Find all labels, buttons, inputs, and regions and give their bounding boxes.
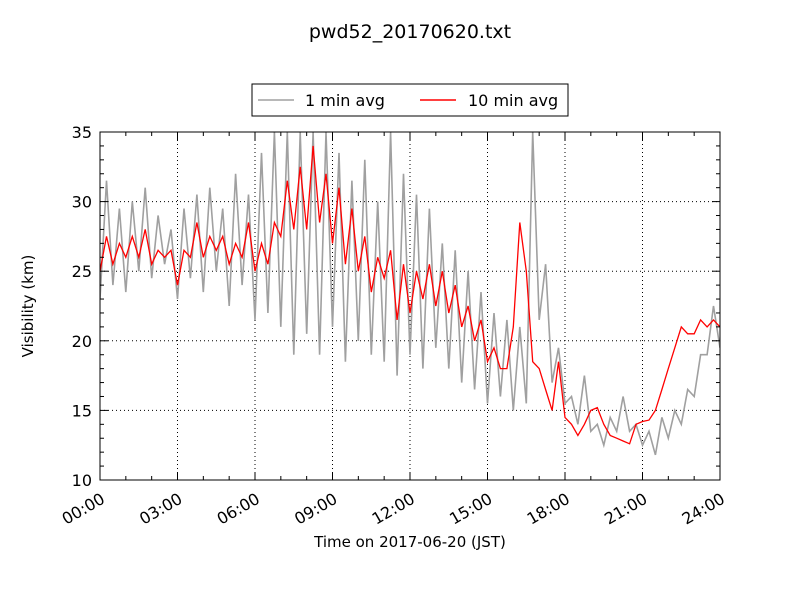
y-tick-label: 35 [72, 123, 92, 142]
x-tick-label: 24:00 [679, 489, 728, 529]
series-line-10min [100, 145, 720, 445]
legend: 1 min avg 10 min avg [251, 83, 569, 117]
series-line-1min [100, 132, 720, 456]
x-tick-label: 15:00 [446, 489, 495, 529]
grid-lines [99, 131, 721, 481]
x-tick-label: 21:00 [601, 489, 650, 529]
x-tick-label: 00:00 [59, 489, 108, 529]
y-tick-label: 20 [72, 332, 92, 351]
legend-label-10min: 10 min avg [468, 91, 558, 110]
x-tick-label: 03:00 [136, 489, 185, 529]
axis-ticks [99, 131, 721, 481]
x-tick-label: 18:00 [524, 489, 573, 529]
legend-box [251, 83, 569, 117]
y-tick-label: 30 [72, 193, 92, 212]
x-tick-labels: 00:00 03:00 06:00 09:00 12:00 15:00 18:00 21:00… [59, 489, 728, 529]
x-tick-label: 06:00 [214, 489, 263, 529]
y-tick-label: 15 [72, 401, 92, 420]
y-tick-label: 25 [72, 262, 92, 281]
legend-label-1min: 1 min avg [305, 91, 385, 110]
x-axis-label: Time on 2017-06-20 (JST) [313, 533, 506, 551]
x-tick-label: 09:00 [291, 489, 340, 529]
y-axis-label: Visibility (km) [19, 255, 37, 358]
chart-title: pwd52_20170620.txt [309, 21, 511, 43]
y-tick-labels: 10 15 20 25 30 35 [72, 123, 92, 490]
y-tick-label: 10 [72, 471, 92, 490]
x-tick-label: 12:00 [369, 489, 418, 529]
